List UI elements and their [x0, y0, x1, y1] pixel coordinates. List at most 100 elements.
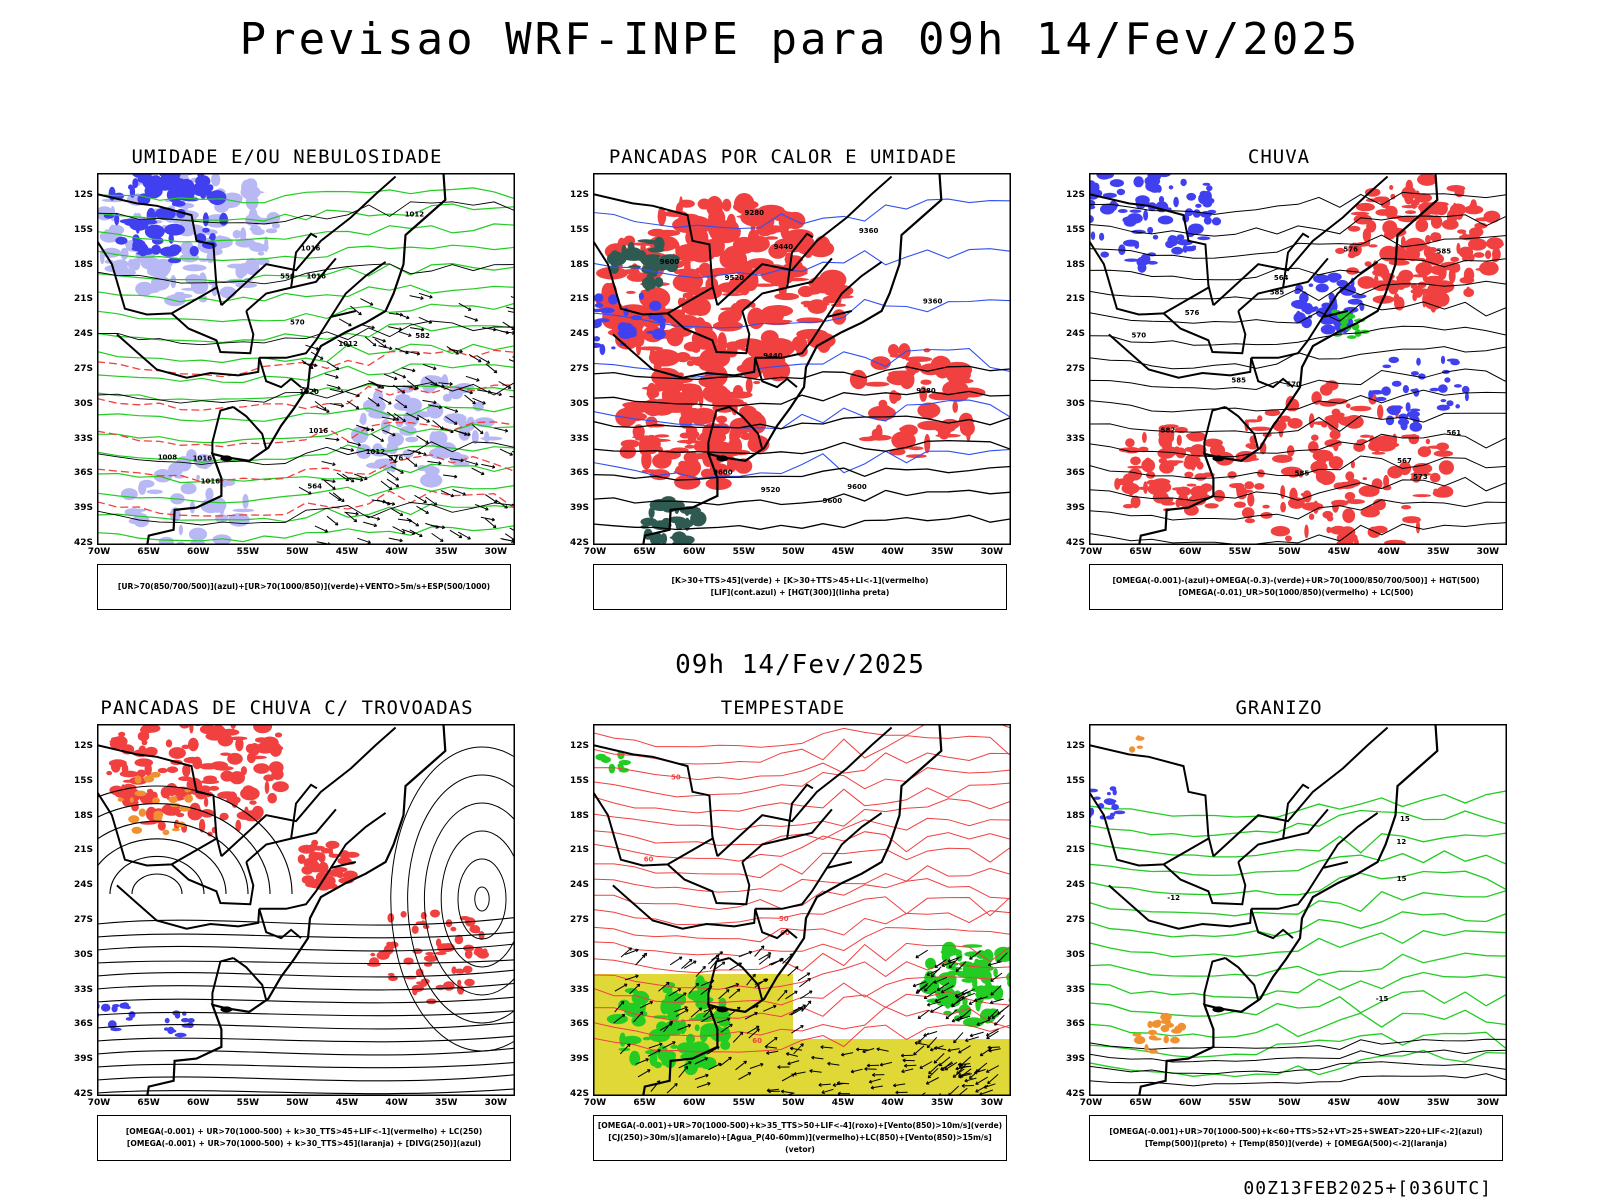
wind-arrow [725, 983, 739, 990]
shaded-cell [608, 763, 616, 774]
shaded-cell [1294, 290, 1301, 294]
arrow-head [917, 1015, 922, 1019]
lif-contour [593, 298, 1011, 329]
arrow-head [620, 1000, 625, 1005]
shaded-cell [426, 998, 437, 1005]
shaded-cell [924, 434, 931, 454]
arrow-head [505, 330, 510, 335]
shaded-cell [1388, 259, 1410, 266]
arrow-head [324, 529, 329, 533]
lat-tick-label: 24S [73, 880, 93, 891]
contour-label: 9600 [823, 497, 843, 505]
contour-label: 570 [1132, 332, 1147, 340]
shaded-cell [244, 258, 260, 275]
shaded-cell [1372, 525, 1388, 534]
arrow-head [933, 980, 937, 984]
wind-arrow [934, 1047, 947, 1051]
shaded-cell [1144, 1044, 1149, 1053]
shaded-cell [187, 1018, 195, 1023]
shaded-cell [801, 291, 820, 295]
arrow-head [319, 356, 324, 360]
hgt500-contour [1089, 301, 1507, 324]
shaded-cell [205, 732, 225, 741]
shaded-cell [1350, 460, 1355, 469]
shaded-cell [188, 737, 199, 752]
shaded-cell [608, 294, 619, 305]
shaded-cell [1308, 513, 1315, 520]
arrow-head [387, 501, 391, 506]
arrow-head [428, 320, 433, 324]
shaded-cell [685, 440, 693, 445]
shaded-cell [1121, 482, 1140, 495]
shaded-cell [1424, 277, 1443, 286]
wind-arrow [401, 367, 416, 372]
shaded-cell [757, 227, 772, 235]
arrow-head [364, 476, 368, 481]
wind-arrow [438, 382, 453, 385]
shaded-cell [1185, 433, 1196, 439]
shaded-cell [144, 183, 163, 199]
shaded-cell [1405, 402, 1411, 412]
wind-arrow [800, 990, 813, 1000]
wind-arrow [448, 348, 463, 353]
shaded-cell [457, 979, 462, 986]
shaded-cell [736, 364, 753, 374]
shaded-cell [667, 1010, 680, 1022]
shaded-cell [1147, 1020, 1153, 1029]
shaded-cell [318, 852, 326, 863]
shaded-cell [1194, 473, 1207, 481]
shaded-cell [683, 356, 699, 361]
shaded-cell [166, 187, 183, 203]
arrow-head [987, 962, 992, 967]
arrow-head [973, 1070, 978, 1075]
arrow-head [764, 1044, 768, 1049]
shaded-cell [170, 293, 193, 299]
lat-tick-label: 21S [1065, 294, 1085, 305]
shaded-cell [1244, 518, 1256, 524]
shaded-cell [654, 434, 670, 438]
wind-arrow [975, 1084, 989, 1093]
shaded-cell [174, 1012, 181, 1019]
wind-arrow [975, 1076, 988, 1085]
wind-arrow [364, 336, 377, 347]
shaded-cell [1426, 252, 1444, 266]
shaded-cell [891, 431, 916, 450]
shaded-cell [637, 250, 647, 262]
shaded-cell [1184, 471, 1194, 478]
shaded-cell [165, 739, 173, 748]
shaded-cell [1280, 485, 1286, 499]
shaded-cell [168, 747, 186, 759]
arrow-head [388, 401, 392, 405]
shaded-cell [822, 295, 839, 304]
shaded-cell [457, 419, 468, 427]
country-border [211, 957, 234, 1005]
shaded-cell [215, 235, 225, 250]
temp850-contour [1089, 990, 1507, 1017]
hgt300-contour [593, 365, 1011, 381]
shaded-cell [208, 785, 220, 791]
lat-tick-label: 12S [1065, 190, 1085, 200]
lon-tick-label: 45W [831, 547, 855, 557]
lat-tick-label: 39S [569, 503, 589, 514]
wind-arrow [354, 473, 368, 480]
wind-arrow [509, 527, 515, 532]
arrow-head [850, 1069, 855, 1074]
lc850-contour [593, 927, 1011, 957]
wind-arrow [927, 1067, 939, 1079]
shaded-cell [1427, 211, 1446, 215]
shaded-cell [400, 911, 407, 918]
arrow-head [688, 1061, 692, 1065]
arrow-head [800, 1007, 804, 1011]
lat-tick-label: 15S [1065, 224, 1085, 235]
shaded-cell [1381, 386, 1391, 396]
streamline [97, 820, 249, 895]
shaded-cell [157, 821, 166, 831]
shaded-cell [402, 449, 414, 459]
shaded-cell [242, 785, 255, 795]
shaded-cell [1147, 226, 1154, 234]
contour-label: 576 [1185, 309, 1200, 317]
wind-arrow [326, 361, 340, 371]
arrow-head [695, 982, 699, 987]
map-pancadas-trovoadas: 12S 15S 18S 21S 24S 27S 30S 33S 36S 39S 42S 70W 65W 6… [74, 724, 515, 1108]
